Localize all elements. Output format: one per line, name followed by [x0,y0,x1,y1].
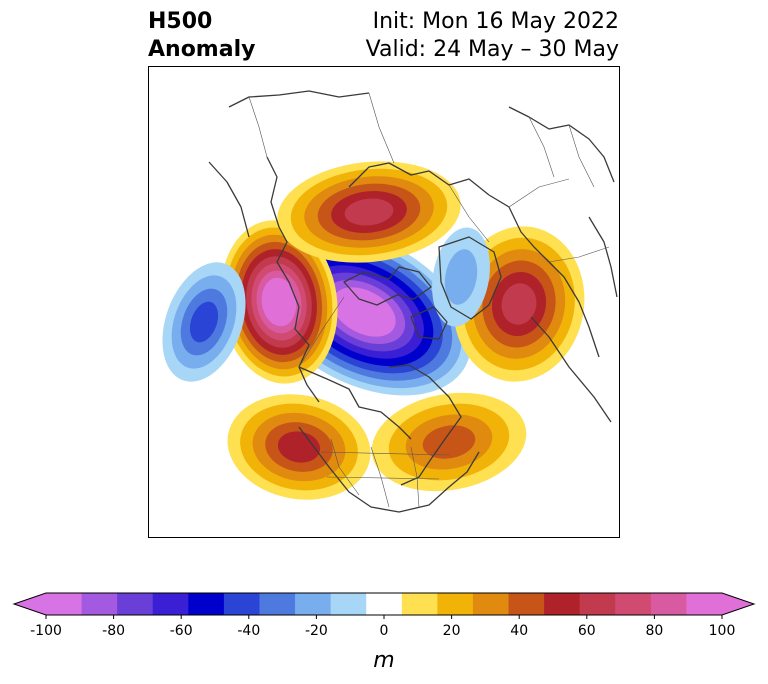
colorbar-units-label: m [373,648,394,673]
north-pacific-trough [162,262,246,382]
colorbar-segment [615,593,652,615]
colorbar-segment [330,593,367,615]
anomaly-contour-band [266,284,292,320]
colorbar-svg: -100 -80 -60 -40 -20 0 20 40 60 80 100 m [12,592,756,673]
title-init-date: Init: Mon 16 May 2022 [372,9,619,34]
anomaly-contour-band [189,301,219,343]
north-atlantic-low [432,227,490,327]
colorbar-segment [259,593,296,615]
colorbar-segments [12,592,756,616]
colorbar: -100 -80 -60 -40 -20 0 20 40 60 80 100 m [0,585,768,684]
anomaly-contour-band [501,283,537,325]
colorbar-segment [117,593,154,615]
colorbar-segment [401,593,438,615]
colorbar-ticks: -100 -80 -60 -40 -20 0 20 40 60 80 100 [30,615,735,639]
colorbar-tick-label: 100 [709,623,736,639]
colorbar-segment [508,593,545,615]
title-field-name: H500 [148,9,213,34]
anomaly-contour-band [422,425,476,459]
colorbar-segment [223,593,260,615]
western-us-ridge [227,394,371,500]
colorbar-segment [544,593,581,615]
colorbar-segment [579,593,616,615]
title-field-type: Anomaly [148,37,256,62]
colorbar-tick-label: -80 [102,623,125,639]
anomaly-contour-band [344,198,394,226]
colorbar-segment [472,593,510,615]
colorbar-tick-label: 0 [380,623,389,639]
colorbar-extend-max [722,593,754,615]
colorbar-segment [650,593,687,615]
colorbar-tick-label: 60 [578,623,596,639]
title-valid-range: Valid: 24 May – 30 May [365,37,619,62]
anomaly-fill-layer [162,161,585,500]
anomaly-map [148,66,620,538]
colorbar-segment [81,593,118,615]
colorbar-tick-label: -100 [30,623,62,639]
anomaly-contour-band [277,431,321,463]
colorbar-tick-label: 80 [645,623,663,639]
title-left: H500 Anomaly [148,8,255,64]
colorbar-segment [295,593,332,615]
eastern-canada-ridge [371,392,527,492]
colorbar-segment [686,593,723,615]
colorbar-segment [152,593,189,615]
title-right: Init: Mon 16 May 2022 Valid: 24 May – 30… [366,8,619,64]
alaska-ridge [220,220,338,384]
western-siberia-ridge [277,161,461,263]
anomaly-contour-band [341,294,387,330]
colorbar-extend-min [14,593,46,615]
colorbar-tick-label: -20 [305,623,328,639]
colorbar-segment [188,593,225,615]
colorbar-tick-label: -40 [237,623,260,639]
colorbar-tick-label: 40 [510,623,528,639]
colorbar-tick-label: 20 [443,623,461,639]
border-layer [248,92,610,508]
colorbar-segment [366,593,403,615]
anomaly-map-svg [149,67,619,537]
colorbar-tick-label: -60 [170,623,193,639]
colorbar-segment [46,593,83,615]
anomaly-contour-band [444,249,478,305]
colorbar-segment [437,593,474,615]
